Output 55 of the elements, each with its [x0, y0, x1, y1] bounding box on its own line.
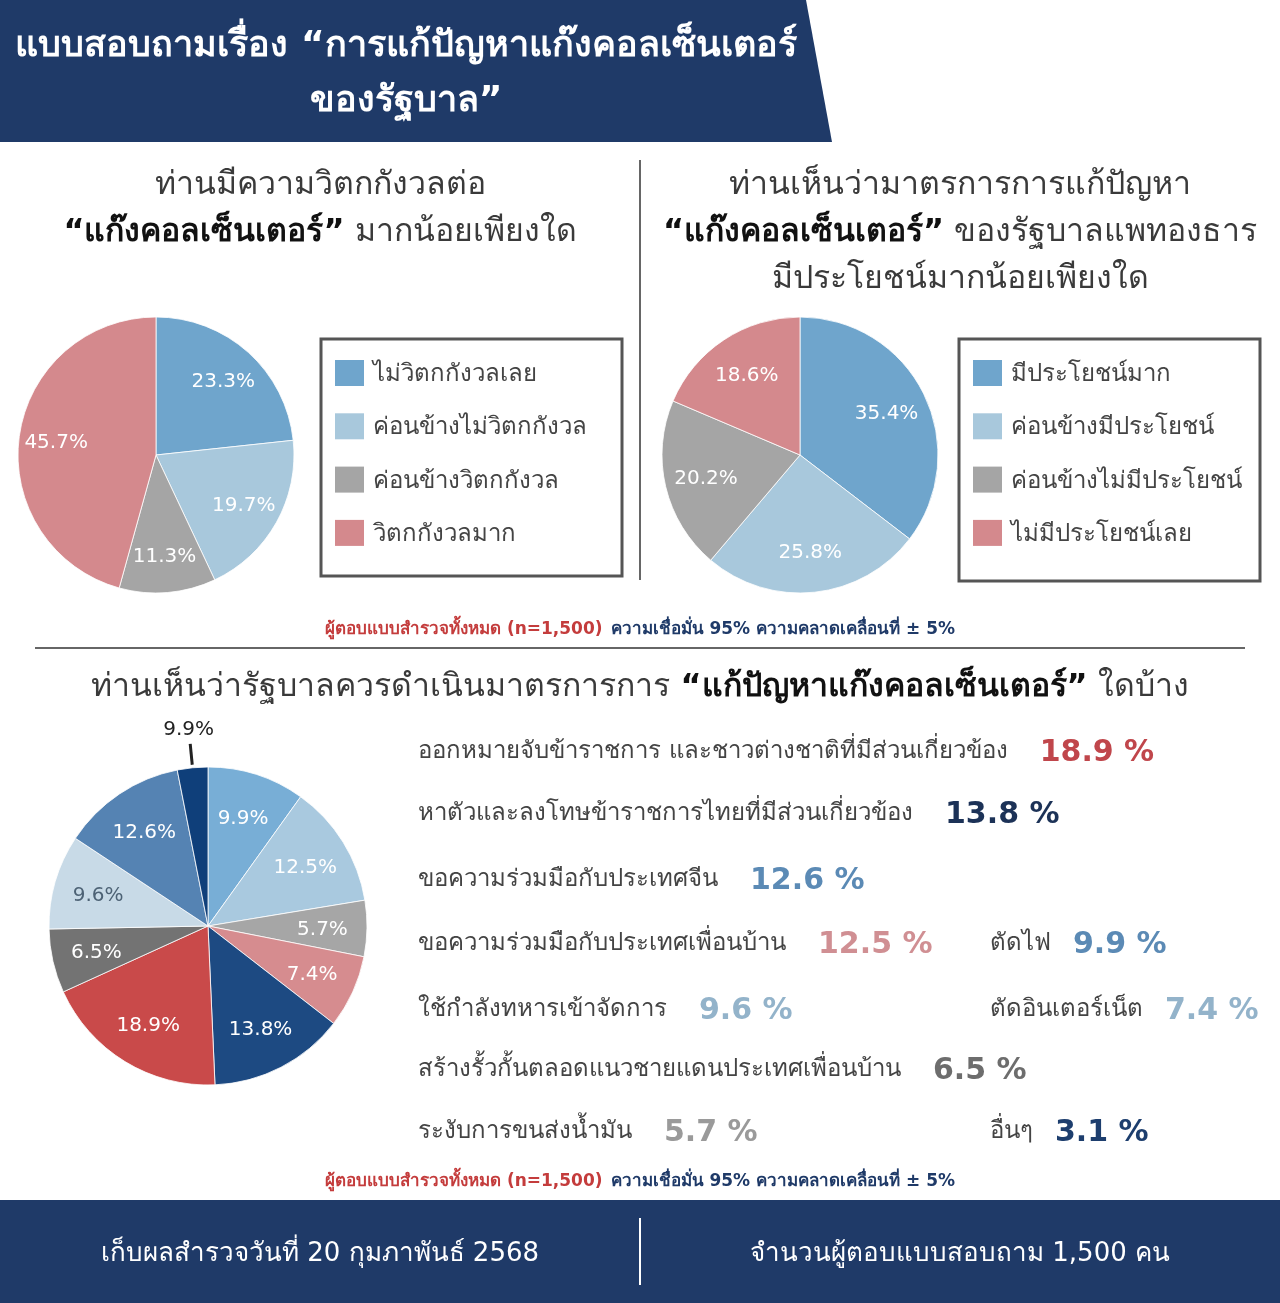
data-label: 9.9% [217, 805, 269, 830]
text: ขอความร่วมมือกับประเทศจีน [418, 864, 718, 892]
legend-label: วิตกกังวลมาก [372, 518, 516, 547]
text: จำนวนผู้ตอบแบบสอบถาม 1,500 คน [750, 1236, 1170, 1268]
text: ความเชื่อมั่น 95% ความคลาดเคลื่อนที่ ± 5% [610, 616, 956, 638]
legend-label: ไม่มีประโยชน์เลย [1009, 518, 1192, 547]
text: 9.6 % [699, 990, 793, 1026]
text: อื่นๆ [990, 1113, 1033, 1144]
text: ออกหมายจับข้าราชการ และชาวต่างชาติที่มีส่วนเกี่ยวข้อง [418, 733, 1008, 764]
legend-label: ค่อนข้างวิตกกังวล [373, 465, 559, 494]
data-label: 25.8% [778, 539, 843, 564]
data-label: 20.2% [674, 465, 738, 490]
text: ขอความร่วมมือกับประเทศเพื่อนบ้าน [418, 925, 786, 956]
text: ท่านเห็นว่ารัฐบาลควรดำเนินมาตรการการ “แก้ปัญหาแก๊งคอลเซ็นเตอร์” ใดบ้าง [91, 666, 1189, 704]
data-label: 35.4% [854, 400, 919, 425]
text: ผู้ตอบแบบสำรวจทั้งหมด (n=1,500) [324, 615, 603, 640]
text: 12.6 % [750, 860, 865, 896]
chart-title: ท่านเห็นว่ามาตรการการแก้ปัญหา “แก๊งคอลเซ็นเตอร์” ของรัฐบาลแพทองธาร มีประโยชน์มากน้อยเพียงใด [662, 164, 1258, 296]
data-label: 6.5% [70, 939, 122, 964]
legend-label: ค่อนข้างไม่วิตกกังวล [373, 412, 587, 441]
data-label: 9.6% [72, 882, 124, 907]
text: 6.5 % [933, 1050, 1027, 1086]
text: ความเชื่อมั่น 95% ความคลาดเคลื่อนที่ ± 5% [610, 1168, 956, 1190]
text: 12.5 % [818, 924, 933, 960]
data-label: 5.7% [297, 915, 348, 940]
chart-title: ท่านมีความวิตกกังวลต่อ “แก๊งคอลเซ็นเตอร์” มากน้อยเพียงใด [63, 164, 577, 249]
text: ผู้ตอบแบบสำรวจทั้งหมด (n=1,500) [324, 1167, 603, 1192]
data-label: 18.9% [116, 1011, 180, 1036]
data-label: 19.7% [212, 492, 276, 517]
text: 9.9 % [1073, 924, 1167, 960]
text: 7.4 % [1165, 990, 1259, 1026]
data-label: 13.8% [228, 1015, 293, 1040]
text: ตัดไฟ [990, 928, 1051, 956]
data-label: 45.7% [24, 429, 88, 454]
legend-label: ค่อนข้างมีประโยชน์ [1011, 412, 1215, 441]
text: สร้างรั้วกั้นตลอดแนวชายแดนประเทศเพื่อนบ้าน [418, 1050, 901, 1082]
text: ระงับการขนส่งน้ำมัน [418, 1112, 632, 1144]
text: ใช้กำลังทหารเข้าจัดการ [418, 994, 667, 1022]
data-label: 12.6% [112, 818, 177, 843]
text: ตัดอินเตอร์เน็ต [990, 993, 1143, 1022]
legend-label: ไม่วิตกกังวลเลย [371, 359, 537, 387]
data-label: 7.4% [286, 961, 338, 986]
text: 3.1 % [1055, 1112, 1149, 1148]
legend-label: มีประโยชน์มาก [1011, 359, 1171, 387]
text: 5.7 % [664, 1112, 758, 1148]
legend-label: ค่อนข้างไม่มีประโยชน์ [1011, 465, 1243, 494]
data-label: 11.3% [132, 543, 197, 568]
text: 18.9 % [1039, 732, 1155, 768]
text: 9.9% [163, 715, 215, 740]
data-label: 12.5% [273, 853, 338, 878]
text: หาตัวและลงโทษข้าราชการไทยที่มีส่วนเกี่ยวข้อง [418, 795, 913, 826]
text: เก็บผลสำรวจวันที่ 20 กุมภาพันธ์ 2568 [100, 1233, 540, 1268]
data-label: 18.6% [714, 362, 779, 387]
data-label: 23.3% [191, 368, 256, 393]
text: 13.8 % [945, 794, 1060, 830]
